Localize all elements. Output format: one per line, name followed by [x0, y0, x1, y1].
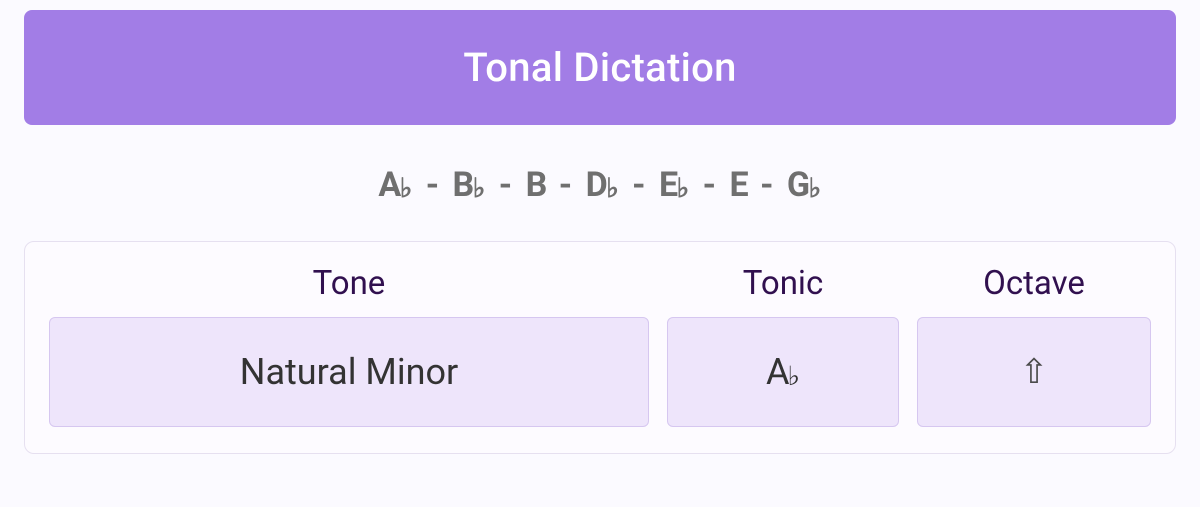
tonic-picker[interactable]: A♭: [667, 317, 899, 427]
tonic-label: Tonic: [667, 264, 899, 303]
octave-label: Octave: [917, 264, 1151, 303]
tonic-column: Tonic A♭: [667, 264, 899, 427]
page-title: Tonal Dictation: [463, 44, 736, 91]
scale-note: B: [526, 165, 546, 205]
scale-note: E♭: [659, 165, 690, 205]
scale-note: B♭: [453, 165, 486, 205]
scale-separator: -: [760, 165, 774, 205]
settings-panel: Tone Natural Minor Tonic A♭ Octave ⇧: [24, 241, 1176, 454]
octave-column: Octave ⇧: [917, 264, 1151, 427]
arrow-up-icon: ⇧: [1020, 352, 1049, 392]
octave-picker[interactable]: ⇧: [917, 317, 1151, 427]
tone-label: Tone: [49, 264, 649, 303]
tone-value: Natural Minor: [240, 351, 458, 393]
tone-picker[interactable]: Natural Minor: [49, 317, 649, 427]
scale-note: G♭: [787, 165, 822, 205]
scale-separator: -: [703, 165, 717, 205]
scale-note: A♭: [378, 165, 412, 205]
scale-note: D♭: [586, 165, 620, 205]
app-root: Tonal Dictation A♭ - B♭ - B - D♭ - E♭ - …: [0, 0, 1200, 478]
tone-column: Tone Natural Minor: [49, 264, 649, 427]
scale-separator: -: [426, 165, 440, 205]
page-title-banner: Tonal Dictation: [24, 10, 1176, 125]
scale-separator: -: [499, 165, 513, 205]
scale-display: A♭ - B♭ - B - D♭ - E♭ - E - G♭: [24, 165, 1176, 205]
tonic-value: A♭: [766, 351, 800, 393]
scale-separator: -: [632, 165, 646, 205]
scale-note: E: [729, 165, 747, 205]
scale-separator: -: [559, 165, 573, 205]
